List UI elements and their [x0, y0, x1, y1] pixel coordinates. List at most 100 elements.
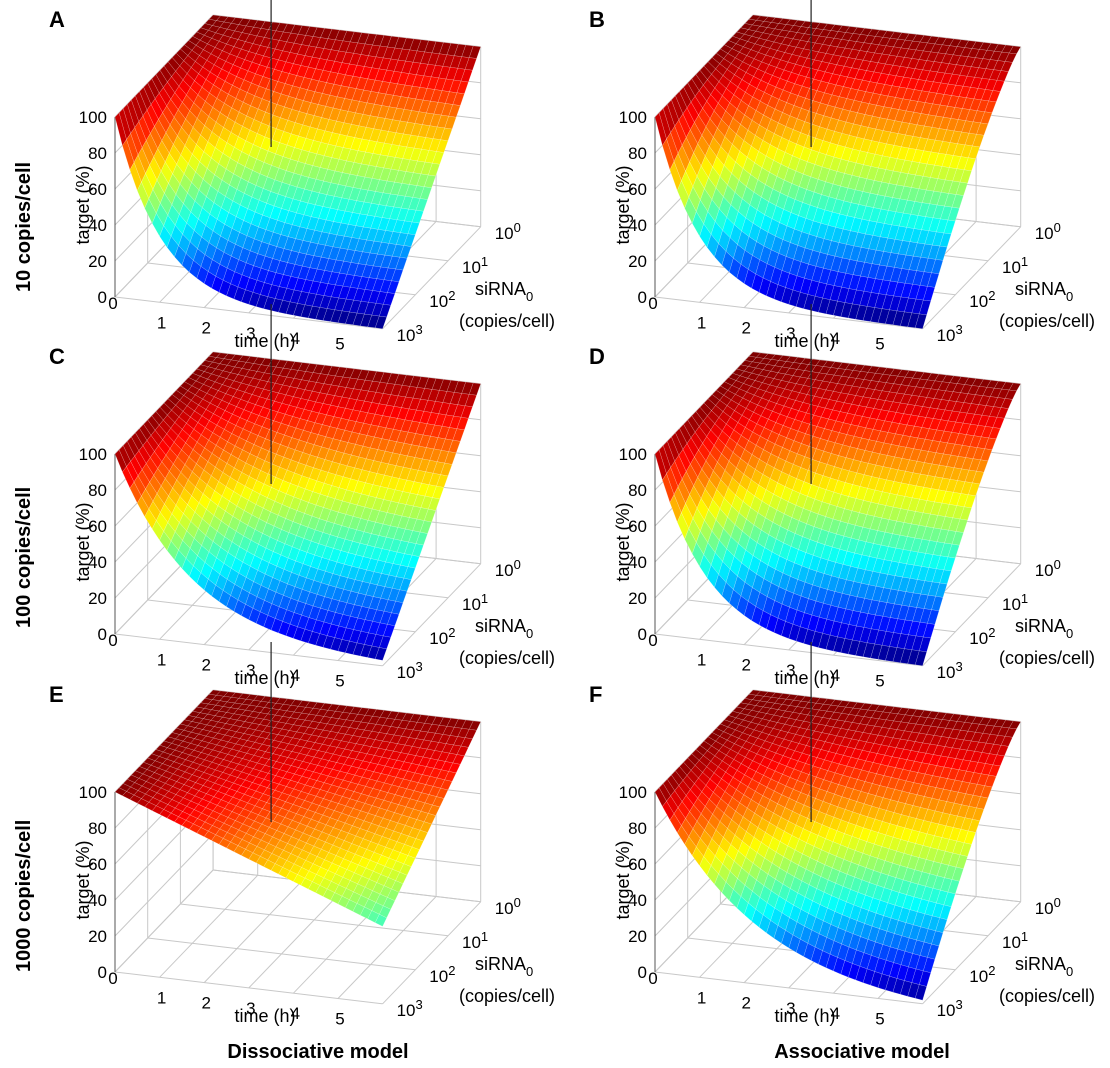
z-tick-label: 80 — [628, 481, 647, 500]
floor-grid-line — [114, 296, 383, 330]
x-tick-label: 1 — [697, 650, 706, 669]
x-axis-label: time (h) — [234, 1006, 295, 1026]
y-tick-label: 102 — [969, 288, 995, 311]
z-axis-label: target (%) — [613, 165, 633, 244]
y-tick-label: 100 — [495, 220, 521, 243]
x-tick-label: 2 — [741, 656, 750, 675]
x-tick-label: 2 — [741, 319, 750, 338]
x-axis-label: time (h) — [234, 668, 295, 688]
floor-grid-line — [159, 874, 259, 978]
panel-label: D — [589, 344, 605, 369]
z-axis-label: target (%) — [73, 165, 93, 244]
y-tick-label: 100 — [1035, 220, 1061, 243]
surface-A — [114, 14, 482, 330]
y-tick-label: 100 — [495, 895, 521, 918]
surface-B — [654, 14, 1022, 330]
z-tick-label: 20 — [628, 589, 647, 608]
y-tick-label: 100 — [1035, 557, 1061, 580]
z-tick-label: 20 — [88, 927, 107, 946]
y-axis-unit-label: (copies/cell) — [459, 648, 555, 668]
x-axis-label: time (h) — [234, 331, 295, 351]
x-axis-label: time (h) — [774, 331, 835, 351]
x-tick-label: 2 — [201, 994, 210, 1013]
y-tick-label: 103 — [397, 659, 423, 682]
y-tick-label: 101 — [1002, 591, 1028, 614]
y-tick-label: 102 — [429, 288, 455, 311]
panel-label: C — [49, 344, 65, 369]
floor-grid-line — [203, 880, 303, 983]
z-tick-label: 80 — [628, 144, 647, 163]
x-tick-label: 5 — [335, 672, 344, 691]
panel-label: A — [49, 7, 65, 32]
y-tick-label: 101 — [462, 254, 488, 277]
floor-grid-line — [382, 226, 482, 330]
surface-F — [654, 689, 1022, 1001]
surface-cell — [374, 315, 388, 330]
z-tick-label: 80 — [88, 144, 107, 163]
floor-grid-line — [147, 937, 416, 971]
y-axis-unit-label: (copies/cell) — [459, 311, 555, 331]
surface-C — [114, 351, 482, 661]
x-axis-label: time (h) — [774, 668, 835, 688]
z-tick-label: 80 — [88, 819, 107, 838]
y-axis-label: siRNA0 — [1015, 616, 1073, 641]
y-tick-label: 103 — [937, 659, 963, 682]
x-tick-label: 4 — [291, 329, 300, 348]
y-axis-unit-label: (copies/cell) — [999, 311, 1095, 331]
y-tick-label: 101 — [1002, 254, 1028, 277]
z-axis-label: target (%) — [613, 502, 633, 581]
y-axis-unit-label: (copies/cell) — [999, 648, 1095, 668]
x-tick-label: 1 — [157, 988, 166, 1007]
z-tick-label: 0 — [98, 963, 107, 982]
x-tick-label: 0 — [108, 294, 117, 313]
z-tick-label: 0 — [98, 288, 107, 307]
y-axis-label: siRNA0 — [475, 616, 533, 641]
z-tick-label: 100 — [79, 783, 107, 802]
y-tick-label: 100 — [495, 557, 521, 580]
floor-grid-line — [180, 903, 449, 937]
y-axis-unit-label: (copies/cell) — [459, 986, 555, 1006]
y-tick-label: 102 — [429, 625, 455, 648]
x-tick-label: 5 — [875, 335, 884, 354]
surface-E — [114, 689, 482, 927]
x-tick-label: 5 — [875, 672, 884, 691]
y-tick-label: 103 — [397, 997, 423, 1020]
x-tick-label: 0 — [648, 294, 657, 313]
z-tick-label: 80 — [88, 481, 107, 500]
panel-label: B — [589, 7, 605, 32]
floor-grid-line — [922, 226, 1022, 330]
x-tick-label: 1 — [157, 313, 166, 332]
z-tick-label: 20 — [628, 252, 647, 271]
x-tick-label: 2 — [201, 656, 210, 675]
y-tick-label: 101 — [462, 929, 488, 952]
x-tick-label: 5 — [335, 1010, 344, 1029]
z-tick-label: 100 — [619, 445, 647, 464]
z-tick-label: 20 — [88, 252, 107, 271]
y-tick-label: 102 — [969, 625, 995, 648]
y-tick-label: 102 — [429, 963, 455, 986]
z-axis-label: target (%) — [73, 840, 93, 919]
z-tick-label: 0 — [638, 625, 647, 644]
z-tick-label: 20 — [88, 589, 107, 608]
x-tick-label: 2 — [201, 319, 210, 338]
z-tick-label: 100 — [619, 108, 647, 127]
x-tick-label: 3 — [246, 324, 255, 343]
z-tick-label: 100 — [79, 108, 107, 127]
x-tick-label: 0 — [108, 969, 117, 988]
z-axis-label: target (%) — [73, 502, 93, 581]
floor-grid-line — [654, 296, 923, 330]
y-tick-label: 103 — [397, 322, 423, 345]
x-tick-label: 0 — [108, 631, 117, 650]
x-tick-label: 5 — [335, 335, 344, 354]
z-tick-label: 60 — [88, 180, 107, 199]
y-tick-label: 101 — [462, 591, 488, 614]
x-tick-label: 1 — [157, 650, 166, 669]
z-tick-label: 0 — [638, 288, 647, 307]
